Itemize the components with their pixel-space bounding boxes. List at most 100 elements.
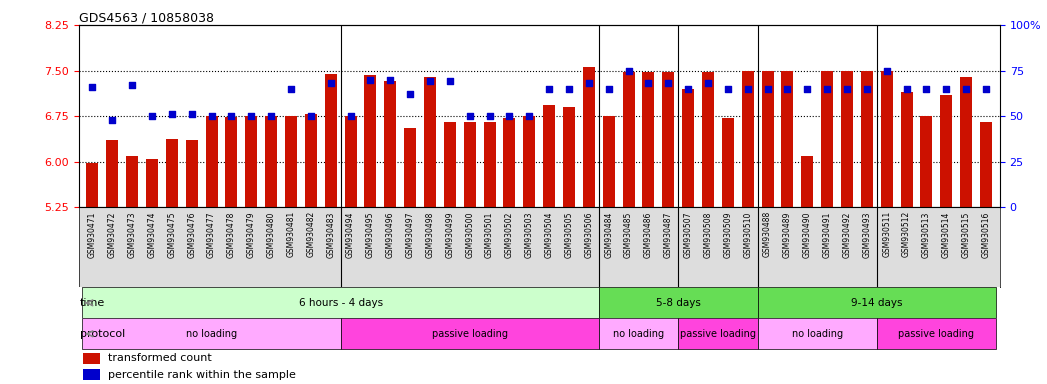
Point <box>878 68 895 74</box>
Text: GSM930480: GSM930480 <box>267 211 275 258</box>
Text: GSM930488: GSM930488 <box>763 211 772 257</box>
Bar <box>741 71 754 207</box>
Bar <box>841 71 853 207</box>
Point <box>402 91 419 97</box>
Bar <box>340 318 599 349</box>
Text: no loading: no loading <box>792 329 843 339</box>
Bar <box>464 122 475 207</box>
Point <box>223 113 240 119</box>
Bar <box>663 72 674 207</box>
Text: protocol: protocol <box>80 329 125 339</box>
Point <box>859 86 875 92</box>
Point <box>382 76 399 83</box>
Text: time: time <box>80 298 105 308</box>
Bar <box>703 72 714 207</box>
Text: GSM930477: GSM930477 <box>207 211 216 258</box>
Bar <box>185 141 198 207</box>
Point <box>322 80 339 86</box>
Point <box>502 113 518 119</box>
Text: GSM930507: GSM930507 <box>684 211 693 258</box>
Text: GSM930502: GSM930502 <box>505 211 514 258</box>
Point <box>560 86 577 92</box>
Text: GSM930482: GSM930482 <box>307 211 315 257</box>
Text: GSM930494: GSM930494 <box>347 211 355 258</box>
Bar <box>285 116 297 207</box>
Bar <box>205 116 218 207</box>
Bar <box>721 118 734 207</box>
Text: GSM930500: GSM930500 <box>465 211 474 258</box>
Point <box>799 86 816 92</box>
Point <box>938 86 955 92</box>
Text: GSM930471: GSM930471 <box>88 211 97 258</box>
Bar <box>543 105 555 207</box>
Bar <box>504 118 515 207</box>
Point <box>163 111 180 117</box>
Bar <box>305 114 317 207</box>
Text: GSM930506: GSM930506 <box>584 211 594 258</box>
Point <box>719 86 736 92</box>
Point <box>203 113 220 119</box>
Text: GSM930493: GSM930493 <box>863 211 871 258</box>
Point <box>819 86 836 92</box>
Text: transformed count: transformed count <box>108 353 211 364</box>
Text: GSM930473: GSM930473 <box>128 211 137 258</box>
Text: 9-14 days: 9-14 days <box>851 298 903 308</box>
Point <box>442 78 459 84</box>
Bar <box>146 159 158 207</box>
Text: GSM930509: GSM930509 <box>723 211 732 258</box>
Point <box>243 113 260 119</box>
Bar <box>83 369 99 381</box>
Text: GSM930491: GSM930491 <box>823 211 831 258</box>
Text: GSM930478: GSM930478 <box>227 211 236 258</box>
Point <box>620 68 637 74</box>
Bar <box>920 116 933 207</box>
Text: GSM930492: GSM930492 <box>843 211 851 258</box>
Text: GSM930510: GSM930510 <box>743 211 752 258</box>
Text: GSM930497: GSM930497 <box>405 211 415 258</box>
Bar <box>599 287 758 318</box>
Point <box>699 80 716 86</box>
Text: GSM930515: GSM930515 <box>961 211 971 258</box>
Text: GSM930489: GSM930489 <box>783 211 792 258</box>
Bar <box>643 72 654 207</box>
Point <box>303 113 319 119</box>
Bar <box>127 156 138 207</box>
Bar <box>821 71 833 207</box>
Point <box>422 78 439 84</box>
Text: GSM930499: GSM930499 <box>445 211 454 258</box>
Text: GSM930513: GSM930513 <box>922 211 931 258</box>
Point <box>978 86 995 92</box>
Text: GSM930474: GSM930474 <box>148 211 156 258</box>
Bar <box>344 116 357 207</box>
Text: GSM930495: GSM930495 <box>365 211 375 258</box>
Bar <box>683 89 694 207</box>
Text: GSM930476: GSM930476 <box>187 211 196 258</box>
Text: GSM930512: GSM930512 <box>903 211 911 257</box>
Text: passive loading: passive loading <box>431 329 508 339</box>
Text: no loading: no loading <box>186 329 237 339</box>
Bar <box>165 139 178 207</box>
Bar <box>876 318 996 349</box>
Bar <box>524 116 535 207</box>
Text: passive loading: passive loading <box>898 329 975 339</box>
Text: GSM930481: GSM930481 <box>287 211 295 257</box>
Text: 6 hours - 4 days: 6 hours - 4 days <box>298 298 383 308</box>
Text: GSM930490: GSM930490 <box>803 211 811 258</box>
Text: percentile rank within the sample: percentile rank within the sample <box>108 370 296 380</box>
Bar <box>444 122 455 207</box>
Text: passive loading: passive loading <box>680 329 756 339</box>
Point <box>124 82 140 88</box>
Text: GSM930504: GSM930504 <box>544 211 554 258</box>
Text: GSM930511: GSM930511 <box>883 211 891 257</box>
Point <box>263 113 280 119</box>
Text: GSM930484: GSM930484 <box>604 211 614 258</box>
Text: GSM930514: GSM930514 <box>941 211 951 258</box>
Text: GSM930496: GSM930496 <box>385 211 395 258</box>
Bar <box>980 122 992 207</box>
Bar <box>781 71 794 207</box>
Point <box>580 80 597 86</box>
Point <box>779 86 796 92</box>
Text: GSM930486: GSM930486 <box>644 211 653 258</box>
Bar <box>881 71 893 207</box>
Point <box>283 86 299 92</box>
